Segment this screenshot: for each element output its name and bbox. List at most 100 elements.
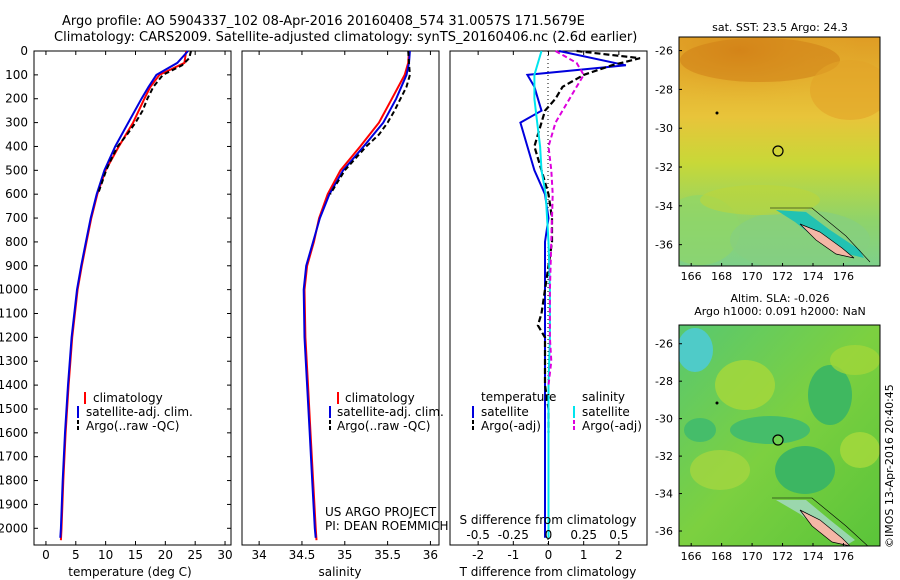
- depth-tick-label: 500: [5, 163, 28, 177]
- x-tick-label: 25: [188, 548, 203, 562]
- x-tick-label: 36: [423, 548, 438, 562]
- temperature-xlabel: temperature (deg C): [68, 565, 191, 579]
- x-tick-label: 5: [72, 548, 80, 562]
- depth-tick-label: 1500: [0, 402, 28, 416]
- map-lon-tick: 168: [711, 550, 732, 563]
- project-line2: PI: DEAN ROEMMICH: [325, 519, 448, 533]
- x-tick-label: -2: [472, 548, 484, 562]
- s-tick-label: -0.5: [466, 528, 489, 542]
- legend-climatology-2: climatology: [345, 391, 415, 405]
- difference-legend: temperature satellite Argo(-adj) salinit…: [472, 390, 642, 433]
- temperature-legend: climatology satellite-adj. clim. Argo(..…: [77, 391, 193, 433]
- series-line-argo-raw-qc-: [96, 50, 192, 195]
- map-lon-tick: 172: [772, 270, 793, 283]
- depth-tick-label: 400: [5, 139, 28, 153]
- depth-tick-label: 100: [5, 68, 28, 82]
- depth-tick-label: 900: [5, 259, 28, 273]
- sla-map-title1: Altim. SLA: -0.026: [730, 292, 829, 305]
- header-line1: Argo profile: AO 5904337_102 08-Apr-2016…: [62, 14, 585, 29]
- depth-tick-label: 1700: [0, 450, 28, 464]
- s-tick-label: 0: [545, 528, 553, 542]
- map-lat-tick: -28: [655, 83, 673, 96]
- salinity-xlabel: salinity: [318, 565, 361, 579]
- depth-tick-label: 1800: [0, 474, 28, 488]
- depth-tick-label: 1000: [0, 283, 28, 297]
- sla-map-panel: Altim. SLA: -0.026 Argo h1000: 0.091 h20…: [655, 292, 881, 563]
- map-lon-tick: 176: [833, 270, 854, 283]
- temperature-axes-frame: [33, 50, 232, 546]
- depth-tick-label: 300: [5, 116, 28, 130]
- difference-profile-panel: -2 -1 0 1 2 -0.5 -0.25 0 0.25 0.5 S difference f…: [449, 49, 648, 579]
- x-tick-label: 35: [337, 548, 352, 562]
- series-line-salinity-argo-adj-: [547, 50, 585, 386]
- x-tick-label: 2: [615, 548, 623, 562]
- temperature-profile-panel: 0100200300400500600700800900100011001200…: [0, 44, 647, 579]
- depth-tick-label: 2000: [0, 521, 28, 535]
- s-tick-label: 0.25: [570, 528, 597, 542]
- map-lat-tick: -32: [655, 450, 673, 463]
- depth-tick-label: 800: [5, 235, 28, 249]
- depth-tick-label: 0: [20, 44, 28, 58]
- series-line-satellite-adj-clim-: [59, 50, 189, 538]
- depth-tick-label: 1300: [0, 354, 28, 368]
- sla-map-marker: [715, 401, 719, 405]
- depth-tick-label: 200: [5, 92, 28, 106]
- series-line-satellite-adj-clim-: [302, 50, 411, 538]
- x-tick-label: 0: [42, 548, 50, 562]
- sst-map-panel: sat. SST: 23.5 Argo: 24.3 166 168 170 172 17…: [655, 21, 881, 283]
- s-difference-label: S difference from climatology: [460, 513, 637, 527]
- map-lon-tick: 166: [681, 270, 702, 283]
- sla-map-image: [679, 325, 880, 546]
- t-difference-label: T difference from climatology: [459, 565, 637, 579]
- x-tick-label: 1: [580, 548, 588, 562]
- x-tick-label: 34.5: [289, 548, 316, 562]
- imos-credit: ©IMOS 13-Apr-2016 20:40:45: [883, 384, 896, 548]
- map-lon-tick: 170: [742, 270, 763, 283]
- sst-map-title: sat. SST: 23.5 Argo: 24.3: [712, 21, 848, 34]
- map-lon-tick: 174: [803, 270, 824, 283]
- x-tick-label: 15: [128, 548, 143, 562]
- map-lon-tick: 166: [681, 550, 702, 563]
- series-line-salinity-satellite: [533, 50, 551, 538]
- salinity-legend: climatology satellite-adj. clim. Argo(..…: [329, 391, 444, 433]
- x-tick-label: 10: [98, 548, 113, 562]
- depth-tick-label: 1200: [0, 330, 28, 344]
- x-tick-label: 35.5: [374, 548, 401, 562]
- x-tick-label: -1: [507, 548, 519, 562]
- map-lat-tick: -36: [655, 239, 673, 252]
- sst-map-marker: [715, 111, 719, 115]
- legend-s-satellite: satellite: [582, 405, 630, 419]
- depth-tick-label: 600: [5, 187, 28, 201]
- map-lon-tick: 176: [833, 550, 854, 563]
- depth-tick-label: 1400: [0, 378, 28, 392]
- salinity-axes-frame: [241, 50, 440, 546]
- depth-tick-label: 1600: [0, 426, 28, 440]
- sst-map-image: [679, 37, 880, 266]
- salinity-profile-panel: 34 34.5 35 35.5 36 salinity climatology sate…: [241, 50, 448, 579]
- map-lat-tick: -30: [655, 413, 673, 426]
- legend-satellite-adj: satellite-adj. clim.: [86, 405, 193, 419]
- legend-t-argo: Argo(-adj): [481, 419, 541, 433]
- map-lat-tick: -26: [655, 338, 673, 351]
- legend-s-argo: Argo(-adj): [582, 419, 642, 433]
- sla-argo-position-marker: [772, 434, 784, 446]
- map-lat-tick: -34: [655, 200, 673, 213]
- map-lat-tick: -34: [655, 488, 673, 501]
- map-lon-tick: 170: [742, 550, 763, 563]
- legend-t-satellite: satellite: [481, 405, 529, 419]
- x-tick-label: 34: [251, 548, 266, 562]
- legend-salinity-head: salinity: [582, 390, 625, 404]
- sla-map-title2: Argo h1000: 0.091 h2000: NaN: [694, 305, 866, 318]
- project-line1: US ARGO PROJECT: [325, 505, 437, 519]
- sst-argo-position-marker: [772, 145, 784, 157]
- depth-tick-label: 1900: [0, 497, 28, 511]
- map-lat-tick: -32: [655, 161, 673, 174]
- map-lat-tick: -26: [655, 45, 673, 58]
- legend-temperature-head: temperature: [481, 390, 556, 404]
- series-line-argo-raw-qc-: [329, 50, 411, 195]
- legend-climatology: climatology: [93, 391, 163, 405]
- x-tick-label: 30: [217, 548, 232, 562]
- map-lat-tick: -28: [655, 375, 673, 388]
- map-lat-tick: -36: [655, 525, 673, 538]
